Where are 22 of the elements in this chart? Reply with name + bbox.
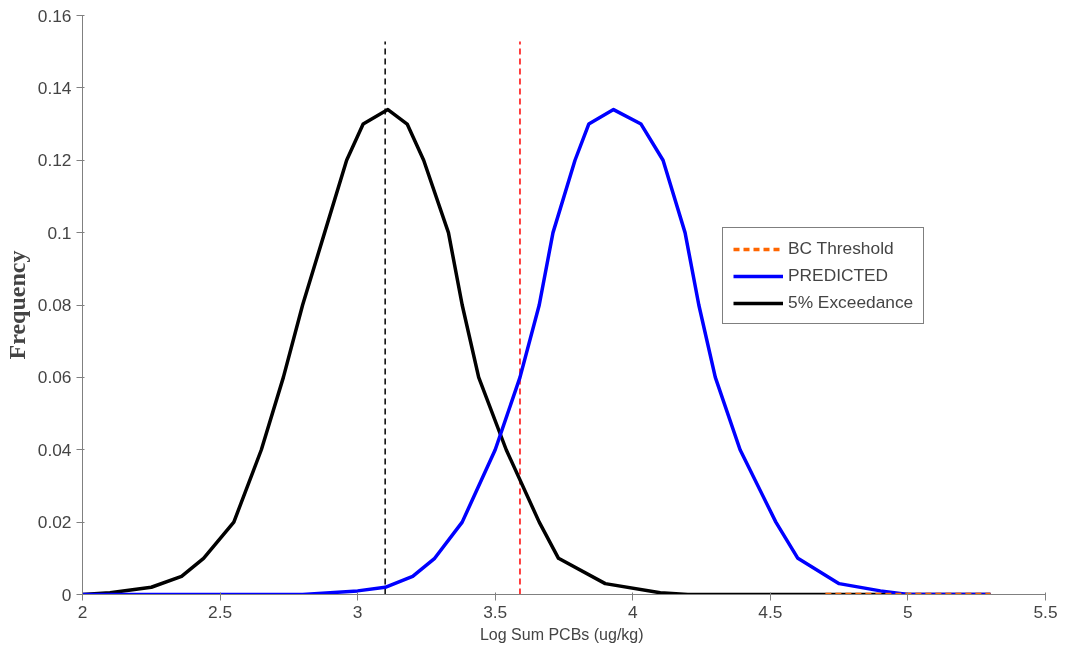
legend-label: BC Threshold	[788, 238, 894, 259]
legend-label: 5% Exceedance	[788, 292, 914, 313]
x-axis-title: Log Sum PCBs (ug/kg)	[479, 625, 644, 643]
x-tick-label: 5	[903, 601, 913, 622]
y-tick-label: 0.14	[37, 77, 72, 98]
y-tick-label: 0.08	[37, 295, 72, 315]
x-tick-label: 3.5	[483, 601, 508, 622]
y-tick-label: 0	[61, 584, 72, 605]
x-tick-label: 4.5	[758, 601, 783, 622]
x-tick-label: 4	[627, 601, 638, 622]
x-tick-label: 2.5	[208, 601, 233, 622]
legend-label: PREDICTED	[788, 265, 889, 286]
x-tick-label: 5.5	[1033, 601, 1058, 622]
y-tick-label: 0.16	[37, 5, 72, 26]
y-tick-label: 0.12	[37, 150, 72, 171]
y-tick-label: 0.06	[37, 367, 72, 388]
y-tick-label: 0.1	[47, 222, 72, 243]
x-tick-label: 3	[352, 601, 363, 622]
y-axis-title: Frequency	[3, 250, 30, 360]
x-tick-label: 2	[77, 601, 88, 622]
y-tick-label: 0.04	[37, 439, 72, 460]
y-tick-label: 0.02	[37, 512, 72, 533]
